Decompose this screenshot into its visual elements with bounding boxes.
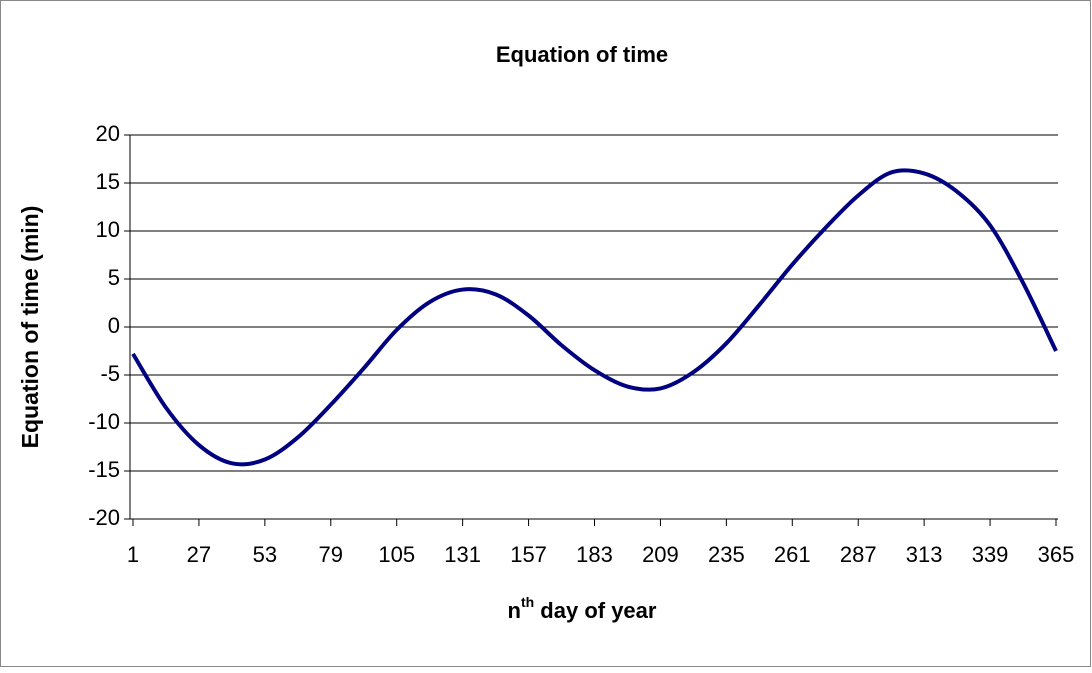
x-tick-label: 105 <box>378 542 415 567</box>
x-tick-label: 79 <box>319 542 343 567</box>
x-tick-label: 27 <box>187 542 211 567</box>
y-axis-label: Equation of time (min) <box>17 206 43 449</box>
x-tick-label: 261 <box>774 542 811 567</box>
y-tick-label: -10 <box>88 409 120 434</box>
line-series <box>131 168 1058 467</box>
x-tick-label: 287 <box>840 542 877 567</box>
y-tick-label: 15 <box>96 169 120 194</box>
x-axis-label: nth day of year <box>508 594 657 623</box>
x-tick-label: 313 <box>906 542 943 567</box>
x-axis-label-rest: day of year <box>534 598 657 623</box>
y-tick-label: -20 <box>88 505 120 530</box>
y-tick-label: 10 <box>96 217 120 242</box>
x-axis-label-sup: th <box>521 594 534 610</box>
x-tick-label: 157 <box>510 542 547 567</box>
x-tick-label: 365 <box>1038 542 1075 567</box>
y-tick-label: -15 <box>88 457 120 482</box>
x-tick-label: 1 <box>127 542 139 567</box>
x-axis-label-base: n <box>508 598 521 623</box>
x-tick-label: 235 <box>708 542 745 567</box>
x-tick-label: 183 <box>576 542 613 567</box>
x-tick-label: 209 <box>642 542 679 567</box>
x-tick-label: 131 <box>444 542 481 567</box>
y-tick-label: -5 <box>100 361 120 386</box>
chart-title: Equation of time <box>496 42 668 67</box>
x-tick-label: 53 <box>253 542 277 567</box>
y-tick-label: 5 <box>108 265 120 290</box>
x-tick-label: 339 <box>972 542 1009 567</box>
y-tick-label: 20 <box>96 121 120 146</box>
y-tick-label: 0 <box>108 313 120 338</box>
